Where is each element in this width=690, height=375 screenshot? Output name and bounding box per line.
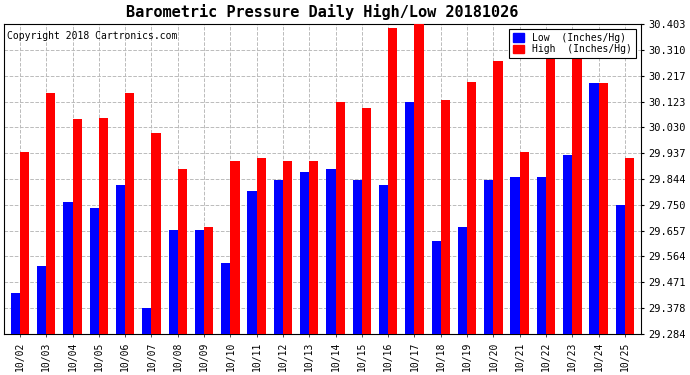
Bar [353, 180, 362, 334]
Bar [152, 133, 161, 334]
Bar [379, 186, 388, 334]
Bar [563, 155, 572, 334]
Bar [537, 177, 546, 334]
Bar [484, 180, 493, 334]
Bar [511, 177, 520, 334]
Text: Copyright 2018 Cartronics.com: Copyright 2018 Cartronics.com [7, 32, 177, 41]
Bar [335, 102, 345, 334]
Bar [362, 108, 371, 334]
Bar [415, 24, 424, 334]
Bar [125, 93, 135, 334]
Bar [405, 102, 415, 334]
Bar [142, 308, 152, 334]
Bar [63, 202, 72, 334]
Bar [46, 93, 55, 334]
Bar [520, 152, 529, 334]
Bar [178, 169, 187, 334]
Bar [615, 205, 625, 334]
Bar [625, 158, 634, 334]
Bar [300, 172, 309, 334]
Bar [441, 100, 450, 334]
Bar [90, 208, 99, 334]
Bar [230, 160, 239, 334]
Bar [116, 186, 125, 334]
Bar [283, 160, 292, 334]
Bar [99, 118, 108, 334]
Bar [20, 152, 29, 334]
Bar [204, 227, 213, 334]
Bar [467, 82, 476, 334]
Bar [589, 83, 599, 334]
Bar [72, 119, 81, 334]
Bar [572, 33, 582, 334]
Bar [431, 241, 441, 334]
Legend: Low  (Inches/Hg), High  (Inches/Hg): Low (Inches/Hg), High (Inches/Hg) [509, 29, 635, 58]
Bar [326, 169, 335, 334]
Bar [37, 266, 46, 334]
Bar [274, 180, 283, 334]
Bar [309, 160, 319, 334]
Bar [493, 61, 502, 334]
Bar [546, 58, 555, 334]
Bar [221, 263, 230, 334]
Bar [168, 230, 178, 334]
Bar [257, 158, 266, 334]
Bar [248, 191, 257, 334]
Title: Barometric Pressure Daily High/Low 20181026: Barometric Pressure Daily High/Low 20181… [126, 4, 519, 20]
Bar [11, 293, 20, 334]
Bar [599, 83, 608, 334]
Bar [388, 28, 397, 334]
Bar [458, 227, 467, 334]
Bar [195, 230, 204, 334]
